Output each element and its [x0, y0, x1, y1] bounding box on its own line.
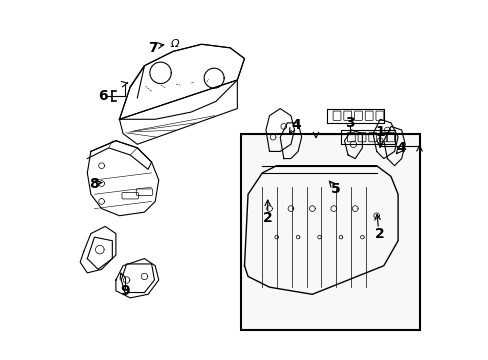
Text: 1: 1 — [375, 125, 385, 139]
Text: 6: 6 — [99, 89, 108, 103]
Text: 5: 5 — [330, 182, 340, 196]
Text: 4: 4 — [396, 141, 406, 155]
Text: 9: 9 — [120, 284, 129, 298]
Text: 4: 4 — [291, 118, 301, 132]
Text: 2: 2 — [375, 226, 385, 240]
Text: 7: 7 — [148, 41, 158, 55]
Text: 8: 8 — [89, 176, 99, 190]
Text: 2: 2 — [263, 211, 272, 225]
Bar — [241, 134, 419, 330]
Text: 3: 3 — [345, 116, 354, 130]
Text: Ω: Ω — [170, 39, 179, 49]
